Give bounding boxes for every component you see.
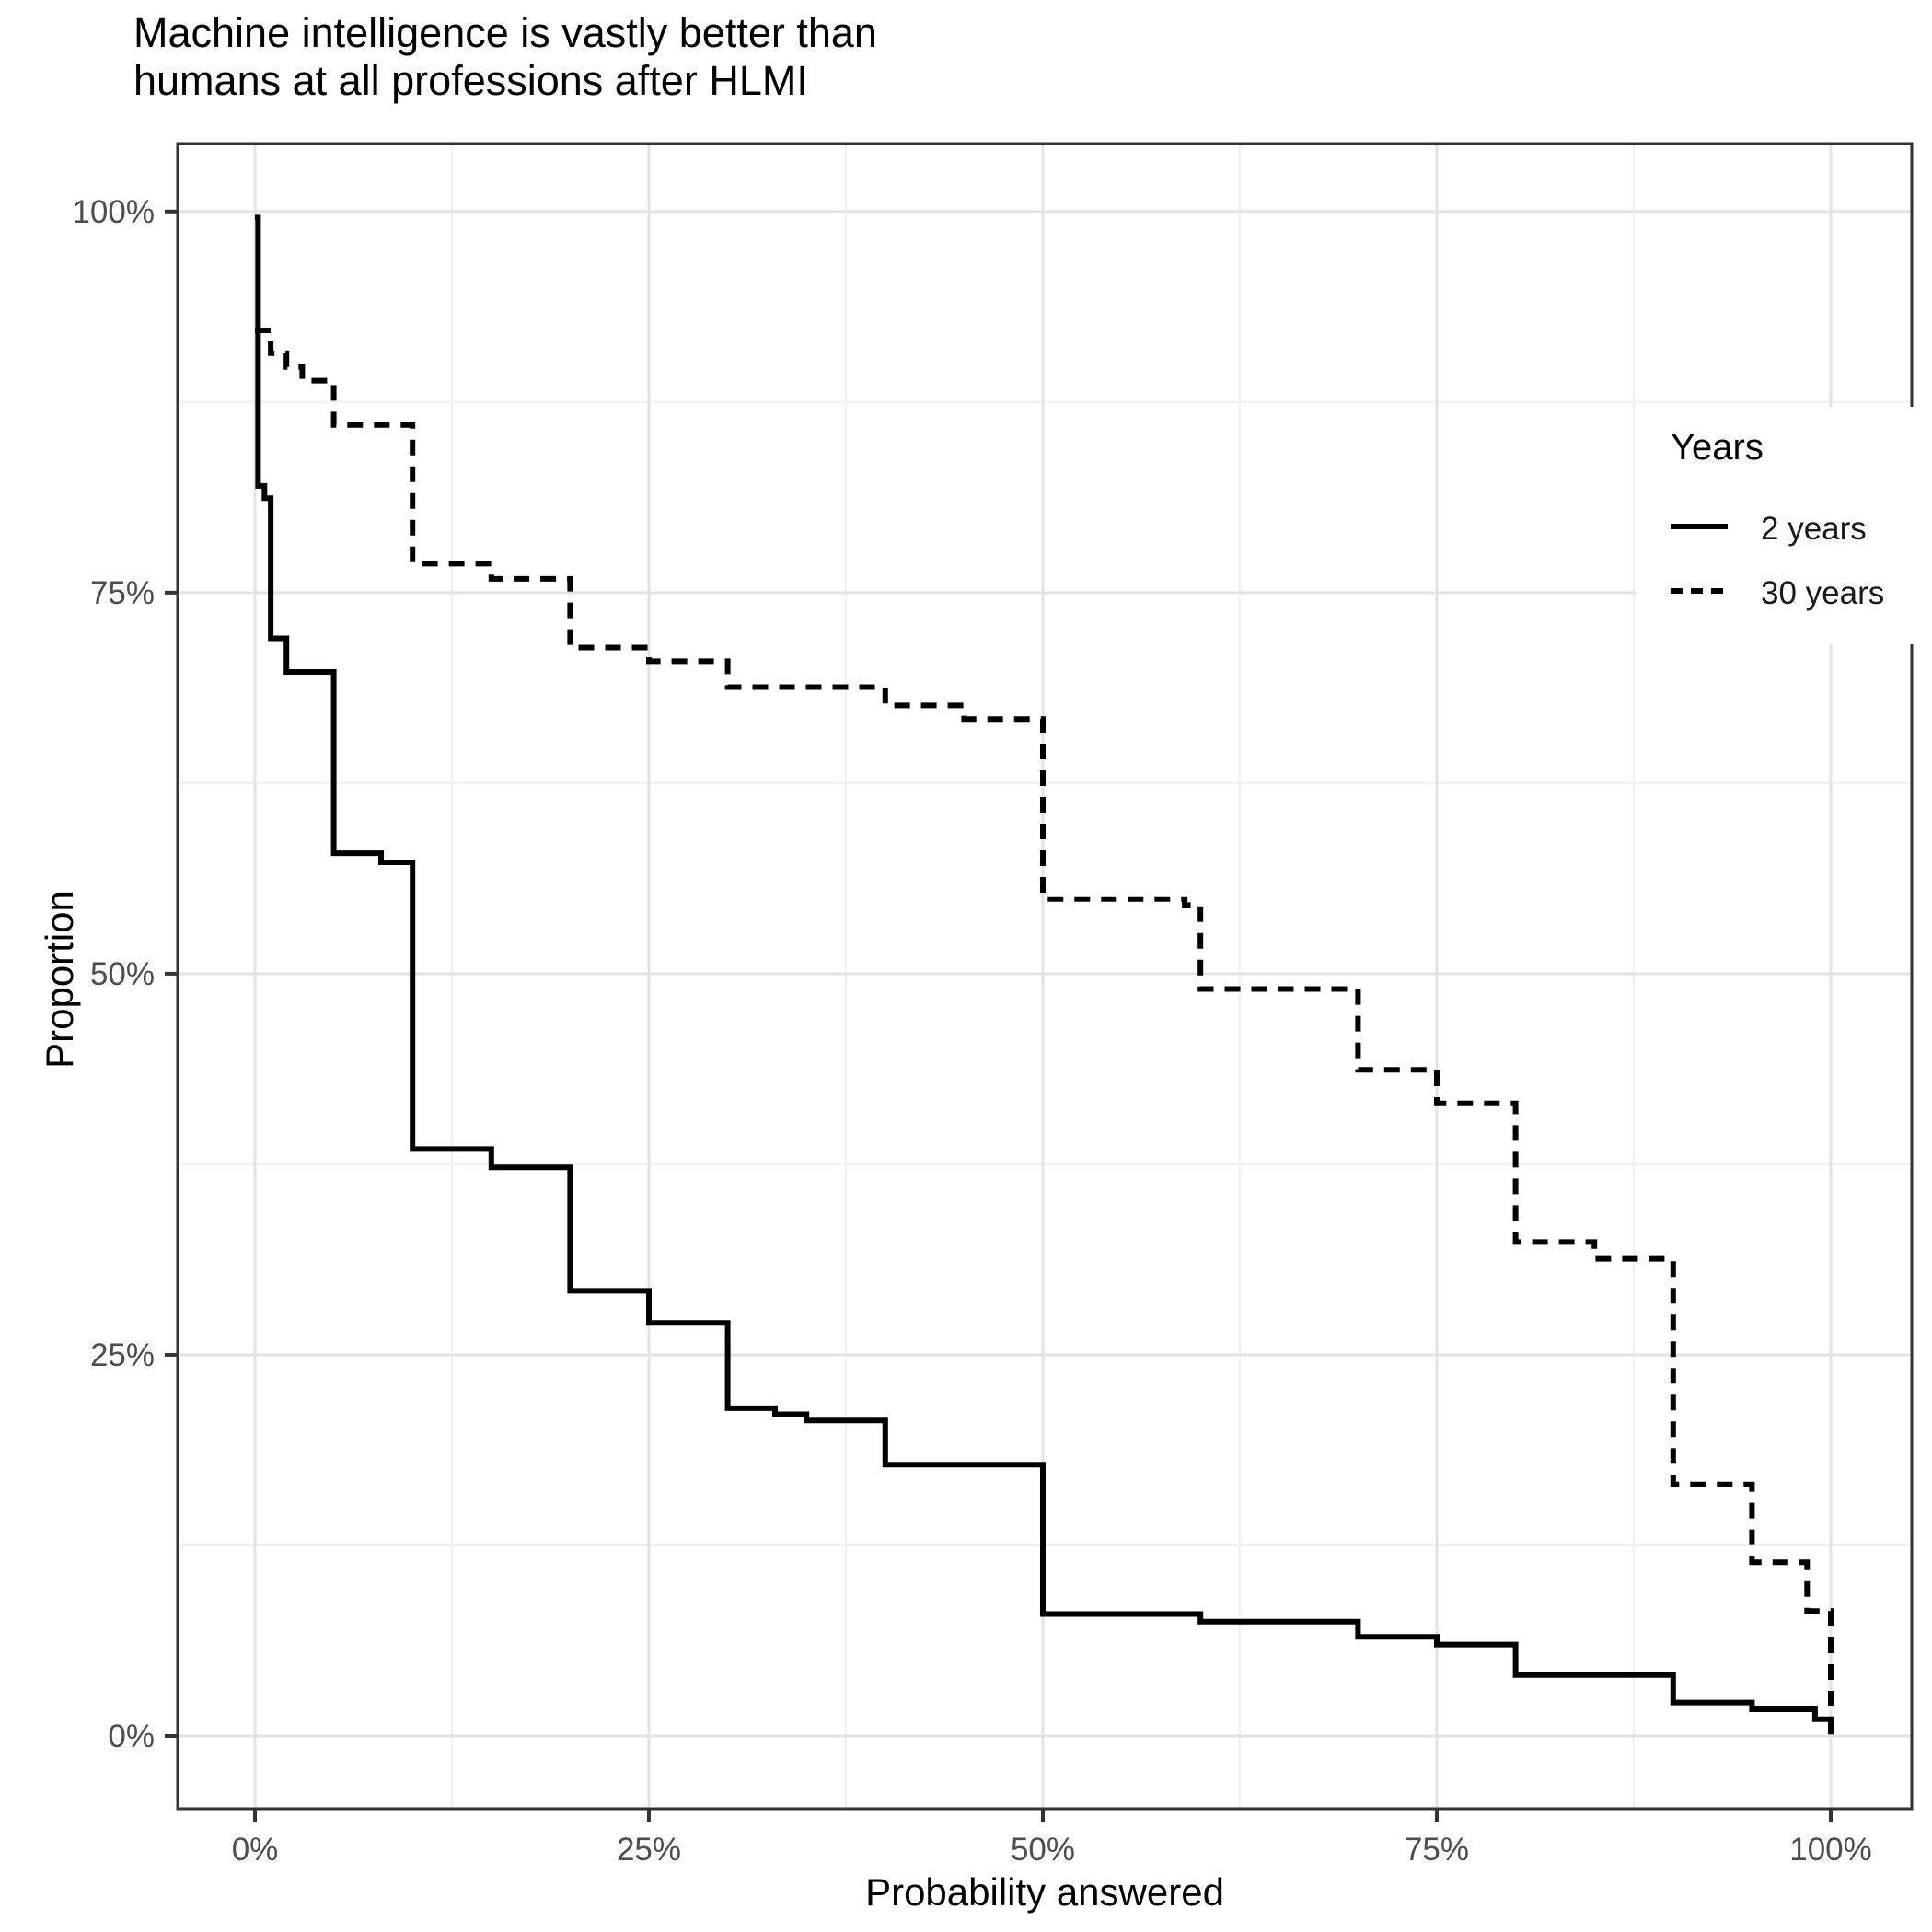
x-tick-label: 0% — [231, 1832, 279, 1868]
y-tick-label: 50% — [89, 955, 155, 992]
legend-key-dashed-line-icon — [1669, 563, 1730, 619]
y-tick-label: 100% — [72, 193, 155, 230]
legend-label: 2 years — [1761, 511, 1867, 547]
series-line-30-years — [255, 328, 1834, 1710]
y-tick-label: 75% — [89, 574, 155, 611]
x-tick-label: 50% — [1010, 1832, 1076, 1868]
legend: Years 2 years 30 years — [1637, 407, 1926, 644]
chart-title: Machine intelligence is vastly better th… — [133, 9, 877, 104]
legend-key-solid-line-icon — [1669, 499, 1730, 554]
y-axis-title: Proportion — [38, 890, 81, 1069]
x-tick-label: 25% — [616, 1832, 682, 1868]
legend-label: 30 years — [1761, 575, 1885, 611]
x-tick-label: 75% — [1404, 1832, 1470, 1868]
x-tick-label: 100% — [1789, 1832, 1872, 1868]
legend-title: Years — [1671, 427, 1764, 468]
legend-item-30-years: 30 years — [1637, 563, 1926, 619]
legend-item-2-years: 2 years — [1637, 499, 1926, 554]
y-tick-label: 25% — [89, 1336, 155, 1373]
series-line-2-years — [255, 214, 1834, 1735]
y-tick-label: 0% — [108, 1718, 155, 1754]
x-axis-title: Probability answered — [865, 1870, 1224, 1914]
